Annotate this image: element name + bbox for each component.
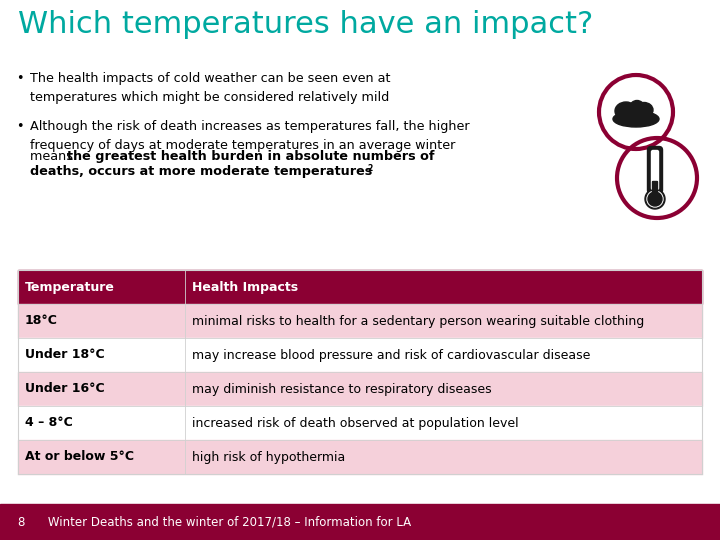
FancyBboxPatch shape [647,146,662,193]
Circle shape [648,192,662,206]
Text: •: • [16,72,24,85]
Text: Temperature: Temperature [25,280,115,294]
Text: the greatest health burden in absolute numbers of: the greatest health burden in absolute n… [67,150,434,163]
FancyBboxPatch shape [652,151,659,190]
FancyBboxPatch shape [18,440,702,474]
Text: means: means [30,150,77,163]
Text: Under 18°C: Under 18°C [25,348,104,361]
Ellipse shape [635,103,653,118]
Text: 4 – 8°C: 4 – 8°C [25,416,73,429]
Text: Under 16°C: Under 16°C [25,382,104,395]
Text: Although the risk of death increases as temperatures fall, the higher
frequency : Although the risk of death increases as … [30,120,469,152]
FancyBboxPatch shape [0,504,720,540]
Text: 8      Winter Deaths and the winter of 2017/18 – Information for LA: 8 Winter Deaths and the winter of 2017/1… [18,516,411,529]
FancyBboxPatch shape [652,181,657,194]
Text: deaths, occurs at more moderate temperatures: deaths, occurs at more moderate temperat… [30,165,372,178]
FancyBboxPatch shape [18,406,702,440]
Ellipse shape [613,111,659,127]
Ellipse shape [615,102,637,120]
Text: •: • [16,120,24,133]
Text: may increase blood pressure and risk of cardiovascular disease: may increase blood pressure and risk of … [192,348,590,361]
Text: The health impacts of cold weather can be seen even at
temperatures which might : The health impacts of cold weather can b… [30,72,390,104]
Text: high risk of hypothermia: high risk of hypothermia [192,450,346,463]
Text: increased risk of death observed at population level: increased risk of death observed at popu… [192,416,518,429]
Text: At or below 5°C: At or below 5°C [25,450,134,463]
Text: minimal risks to health for a sedentary person wearing suitable clothing: minimal risks to health for a sedentary … [192,314,644,327]
Text: 18°C: 18°C [25,314,58,327]
FancyBboxPatch shape [18,304,702,338]
Circle shape [647,191,663,207]
Text: may diminish resistance to respiratory diseases: may diminish resistance to respiratory d… [192,382,492,395]
Text: 2: 2 [367,164,372,173]
FancyBboxPatch shape [18,270,702,304]
Text: Health Impacts: Health Impacts [192,280,298,294]
FancyBboxPatch shape [18,372,702,406]
Ellipse shape [630,100,644,113]
Text: Which temperatures have an impact?: Which temperatures have an impact? [18,10,593,39]
Circle shape [645,189,665,209]
FancyBboxPatch shape [18,338,702,372]
